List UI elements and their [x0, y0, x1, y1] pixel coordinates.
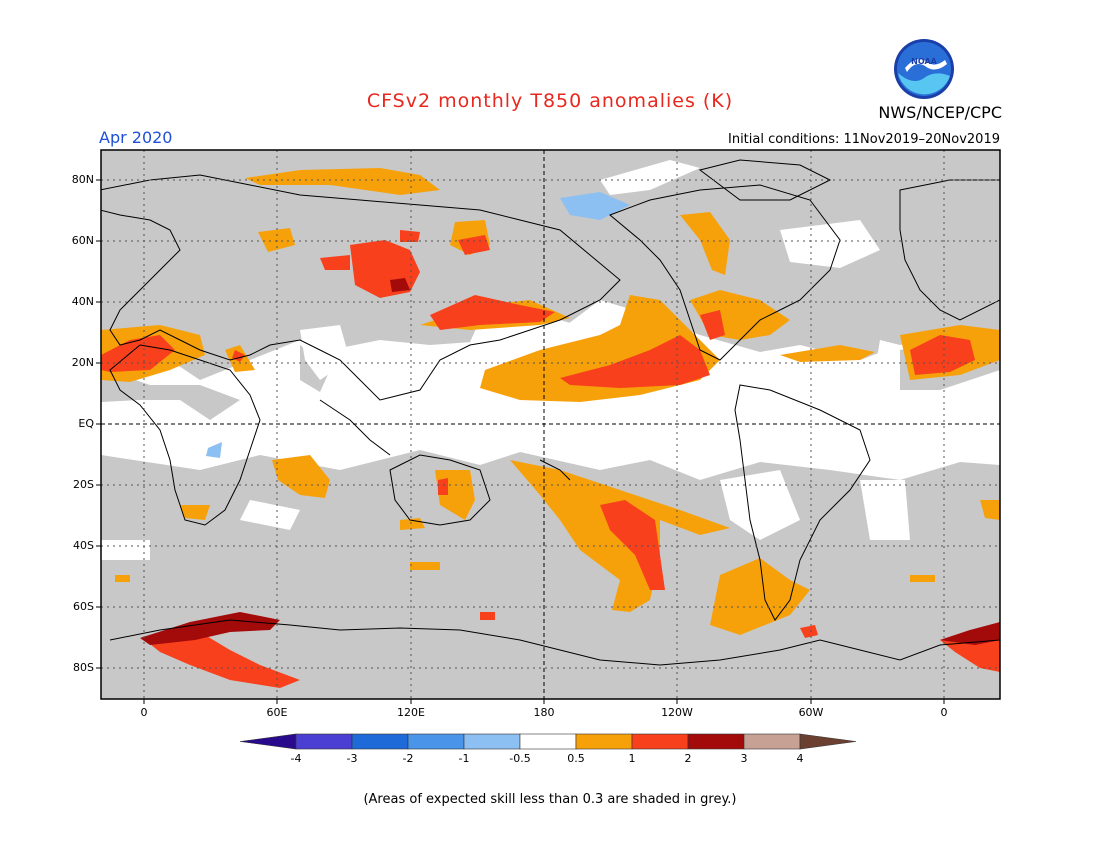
axis-ticks	[96, 179, 945, 704]
forecast-month: Apr 2020	[99, 128, 173, 147]
lon-label: 180	[533, 706, 555, 719]
lat-label: 80S	[73, 661, 94, 674]
lat-label: 40N	[71, 295, 94, 308]
coastlines	[101, 159, 1000, 666]
colorbar-label: 4	[796, 752, 804, 765]
map-title: CFSv2 monthly T850 anomalies (K)	[366, 90, 734, 112]
colorbar-label: 1	[628, 752, 636, 765]
colorbar-label: 0.5	[567, 752, 585, 765]
colorbar-label: -1	[458, 752, 470, 765]
lat-label: 20S	[73, 478, 94, 491]
positive-anomaly-darkred	[140, 278, 1000, 645]
colorbar-label: 2	[684, 752, 692, 765]
neutral-gaps	[101, 160, 910, 560]
lon-label: 120E	[397, 706, 425, 719]
lon-label: 60W	[798, 706, 824, 719]
agency-label: NWS/NCEP/CPC	[878, 103, 1002, 122]
noaa-logo: NOAA	[894, 39, 954, 99]
lon-label: 0	[940, 706, 948, 719]
lat-label: 60N	[71, 234, 94, 247]
lat-label: EQ	[78, 417, 94, 430]
colorbar-label: -4	[290, 752, 302, 765]
colorbar-label: 3	[740, 752, 748, 765]
svg-text:NOAA: NOAA	[911, 57, 937, 66]
colorbar-label: -2	[402, 752, 414, 765]
initial-conditions: Initial conditions: 11Nov2019–20Nov2019	[728, 132, 1000, 147]
negative-anomaly-area	[560, 192, 630, 220]
lat-label: 80N	[71, 173, 94, 186]
footnote: (Areas of expected skill less than 0.3 a…	[363, 792, 737, 807]
lon-label: 60E	[266, 706, 288, 719]
lon-label: 120W	[661, 706, 693, 719]
colorbar-label: -0.5	[509, 752, 531, 765]
lat-lon-grid	[101, 150, 1000, 699]
lat-label: 20N	[71, 356, 94, 369]
lat-label: 40S	[73, 539, 94, 552]
colorbar-label: -3	[346, 752, 358, 765]
lon-label: 0	[140, 706, 148, 719]
lat-label: 60S	[73, 600, 94, 613]
